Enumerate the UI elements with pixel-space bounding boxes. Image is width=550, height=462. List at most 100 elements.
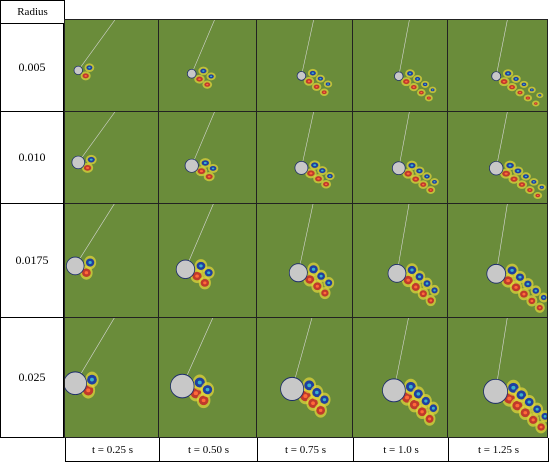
wake-field (186, 20, 216, 89)
vortex-core (421, 292, 425, 296)
vortex-core (527, 97, 529, 99)
vortex-core (519, 393, 524, 397)
vortex-core (88, 261, 92, 265)
simulation-panel-r1-c0 (64, 111, 159, 204)
tether-line (301, 20, 314, 76)
wake-field (394, 20, 437, 102)
simulation-panel-r2-c2 (256, 203, 353, 318)
vortex-core (518, 275, 522, 279)
vortex-core (207, 175, 211, 178)
tether-line (191, 112, 215, 166)
vortex-core (429, 189, 432, 191)
simulation-panel-r2-c0 (64, 203, 159, 318)
vortex-core (527, 400, 531, 404)
vortex-core (506, 278, 510, 283)
wake-field (66, 204, 115, 280)
vortex-core (416, 78, 419, 80)
vortex-core (523, 411, 528, 415)
vortex-core (303, 394, 308, 398)
vortex-core (535, 407, 539, 411)
simulation-panel-r2-c1 (158, 203, 257, 318)
cylinder (73, 65, 83, 76)
vortex-core (418, 170, 421, 172)
vortex-core (514, 78, 518, 80)
vortex-core (414, 285, 418, 289)
simulation-panel-r0-c2 (256, 19, 353, 112)
wake-field (184, 112, 219, 182)
vortex-core (539, 94, 541, 96)
vortex-core (410, 268, 414, 272)
cylinder (71, 155, 85, 170)
vortex-core (428, 97, 430, 99)
vortex-core (522, 292, 526, 296)
tether-line (78, 112, 116, 163)
vortex-core (431, 89, 434, 91)
tether-line (291, 318, 313, 390)
vortex-core (530, 299, 534, 303)
vortex-core (311, 401, 315, 405)
vortex-core (512, 178, 516, 181)
vortex-core (425, 175, 429, 178)
wake-field (294, 112, 335, 189)
vortex-core (433, 289, 436, 292)
vortex-core (315, 390, 319, 395)
tether-line (495, 204, 508, 274)
simulation-panel-r3-c3 (352, 317, 448, 438)
vortex-core (412, 86, 415, 88)
vortex-core (86, 388, 91, 393)
wake-field (71, 112, 116, 173)
cylinder (394, 71, 404, 81)
wake-field (73, 20, 116, 81)
vortex-core (507, 396, 512, 401)
time-label-2: t = 0.75 s (257, 438, 353, 462)
radius-header: Radius (0, 0, 65, 24)
vortex-core (408, 384, 413, 389)
cylinder (294, 161, 309, 175)
vortex-core (307, 80, 311, 83)
cylinder (387, 263, 407, 283)
vortex-core (203, 161, 207, 164)
cylinder (296, 71, 307, 81)
vortex-core (543, 415, 547, 418)
tether-line (185, 204, 214, 270)
vortex-core (540, 186, 543, 188)
vortex-core (528, 189, 531, 191)
vortex-core (207, 271, 211, 275)
vortex-core (321, 169, 324, 172)
vortex-core (429, 299, 433, 302)
tether-line (78, 20, 116, 71)
vortex-core (524, 175, 528, 178)
vortex-core (309, 172, 313, 175)
vortex-core (307, 277, 312, 282)
cylinder (486, 263, 507, 284)
wake-field (483, 318, 547, 434)
cylinder (184, 158, 199, 173)
vortex-core (317, 177, 320, 180)
vortex-core (431, 406, 435, 410)
vortex-core (506, 72, 510, 75)
vortex-core (318, 408, 323, 412)
vortex-core (515, 403, 520, 408)
vortex-core (510, 268, 514, 272)
vortex-core (307, 383, 312, 388)
tether-line (301, 112, 314, 168)
vortex-core (420, 410, 424, 414)
vortex-core (319, 77, 322, 80)
wake-field (65, 318, 115, 399)
cylinder (391, 161, 406, 175)
vortex-core (535, 103, 537, 104)
simulation-panel-r1-c3 (352, 111, 448, 204)
wake-field (280, 318, 331, 418)
wake-field (391, 112, 439, 194)
tether-line (75, 318, 115, 384)
vortex-core (531, 418, 535, 422)
time-label-1: t = 0.50 s (159, 438, 257, 462)
vortex-core (311, 267, 316, 271)
vortex-core (319, 274, 323, 278)
vortex-core (406, 278, 410, 282)
vortex-core (425, 282, 429, 285)
wake-field (387, 204, 440, 307)
vortex-core (410, 164, 414, 167)
tether-line (191, 20, 215, 74)
tether-line (495, 318, 508, 392)
